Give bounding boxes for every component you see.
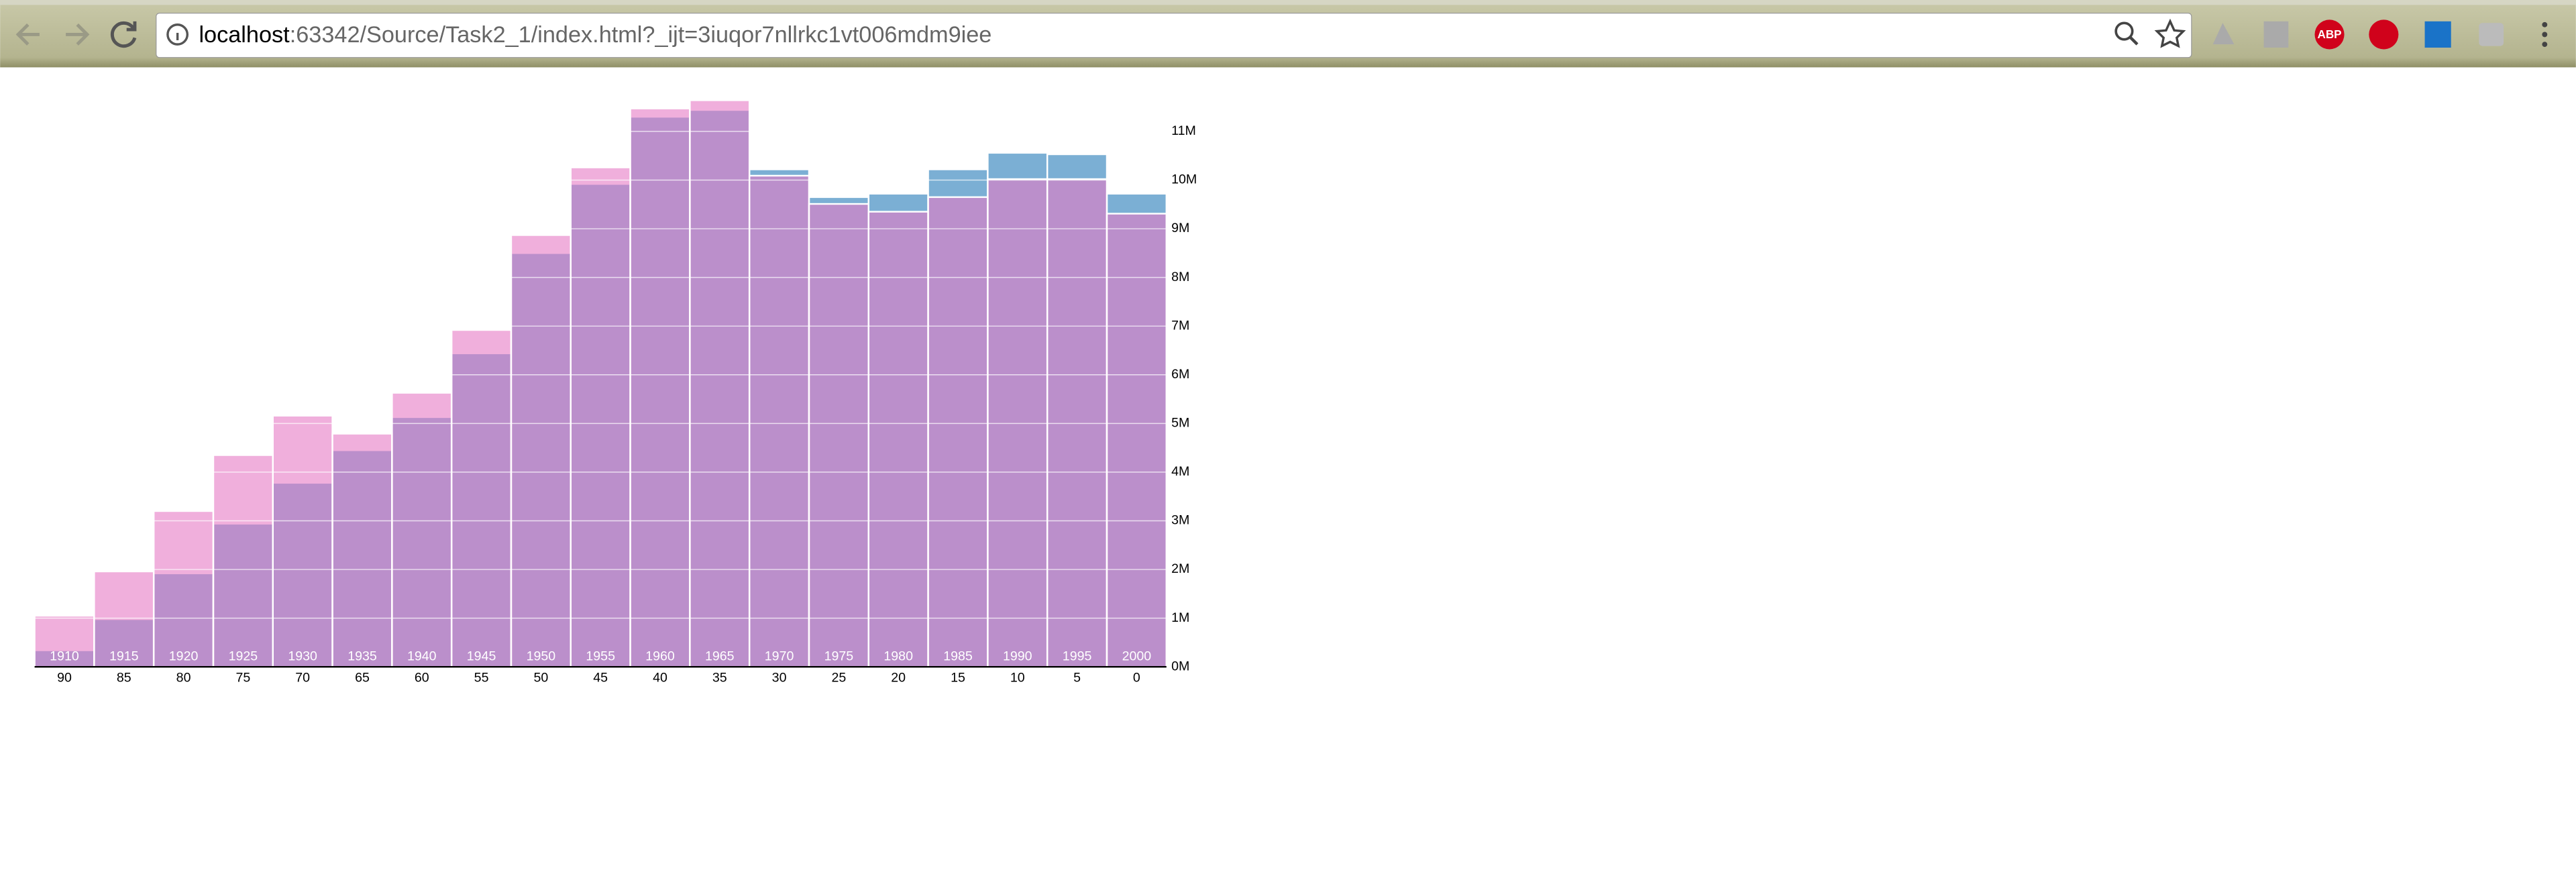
chart: 0M 1M 2M 3M 4M 5M 6M 7M 8M 9M 10M 11M 1910 90 1915 85 19… bbox=[34, 99, 1197, 685]
block-extension[interactable] bbox=[2369, 19, 2399, 50]
info-icon[interactable] bbox=[166, 23, 189, 46]
age-label: 85 bbox=[117, 671, 131, 685]
y-tick-label: 11M bbox=[1171, 123, 1196, 138]
bar bbox=[1106, 213, 1168, 668]
year-label: 1930 bbox=[288, 649, 317, 664]
tab-strip bbox=[0, 0, 2576, 5]
pdf-extension[interactable] bbox=[2263, 21, 2289, 48]
bar bbox=[331, 433, 393, 668]
age-label: 30 bbox=[772, 671, 787, 685]
age-label: 15 bbox=[951, 671, 965, 685]
bar bbox=[272, 415, 333, 668]
age-label: 5 bbox=[1073, 671, 1081, 685]
age-label: 25 bbox=[831, 671, 846, 685]
y-tick-label: 3M bbox=[1171, 513, 1189, 528]
age-label: 50 bbox=[533, 671, 548, 685]
y-tick-label: 2M bbox=[1171, 561, 1189, 576]
zoom-icon-handle bbox=[2129, 36, 2139, 46]
zoom-icon[interactable] bbox=[2114, 21, 2134, 41]
bar bbox=[93, 570, 155, 668]
y-tick-label: 6M bbox=[1171, 367, 1189, 382]
back-button[interactable] bbox=[15, 23, 40, 46]
y-tick-label: 5M bbox=[1171, 416, 1189, 431]
year-label: 1985 bbox=[943, 649, 973, 664]
y-tick-label: 8M bbox=[1171, 270, 1189, 284]
reload-button[interactable] bbox=[110, 21, 137, 48]
bar bbox=[748, 174, 810, 668]
age-label: 35 bbox=[712, 671, 727, 685]
blue-extension[interactable] bbox=[2424, 21, 2451, 48]
y-tick-label: 7M bbox=[1171, 318, 1189, 333]
menu-button[interactable] bbox=[2542, 21, 2548, 48]
year-label: 1950 bbox=[527, 649, 556, 664]
year-label: 1990 bbox=[1003, 649, 1032, 664]
abp-extension[interactable] bbox=[2314, 19, 2345, 50]
bookmark-star[interactable] bbox=[2154, 18, 2186, 48]
bar bbox=[629, 107, 691, 668]
bar bbox=[689, 99, 751, 668]
y-tick-label: 9M bbox=[1171, 221, 1189, 235]
year-label: 1965 bbox=[705, 649, 735, 664]
year-label: 1995 bbox=[1063, 649, 1092, 664]
address-bar[interactable] bbox=[156, 12, 2192, 58]
age-label: 60 bbox=[415, 671, 429, 685]
year-label: 1915 bbox=[109, 649, 139, 664]
browser-toolbar: localhost:63342/Source/Task2_1/index.htm… bbox=[0, 0, 2576, 68]
age-label: 0 bbox=[1133, 671, 1140, 685]
y-tick-label: 0M bbox=[1171, 659, 1189, 673]
year-label: 1945 bbox=[467, 649, 496, 664]
bar bbox=[510, 234, 572, 668]
bar bbox=[34, 614, 95, 668]
year-label: 1925 bbox=[229, 649, 258, 664]
year-label: 1970 bbox=[765, 649, 794, 664]
year-label: 1910 bbox=[50, 649, 79, 664]
bar bbox=[450, 329, 513, 668]
age-label: 70 bbox=[295, 671, 310, 685]
year-label: 1935 bbox=[347, 649, 377, 664]
url-text: localhost:63342/Source/Task2_1/index.htm… bbox=[199, 22, 991, 48]
bar bbox=[808, 203, 870, 668]
url-path: :63342/Source/Task2_1/index.html?_ijt=3i… bbox=[290, 22, 992, 48]
age-label: 40 bbox=[653, 671, 667, 685]
url-host: localhost bbox=[199, 22, 290, 48]
bar bbox=[152, 510, 215, 668]
y-tick-label: 1M bbox=[1171, 610, 1189, 625]
grey-extension[interactable] bbox=[2479, 23, 2504, 46]
bar bbox=[927, 196, 989, 668]
bar bbox=[212, 454, 274, 668]
y-tick-label: 10M bbox=[1171, 172, 1197, 187]
age-label: 90 bbox=[57, 671, 72, 685]
bar bbox=[867, 211, 929, 668]
bar bbox=[570, 166, 631, 668]
forward-button[interactable] bbox=[66, 23, 90, 46]
y-tick-label: 4M bbox=[1171, 464, 1189, 479]
abp-label: ABP bbox=[2317, 27, 2341, 41]
year-label: 1975 bbox=[824, 649, 854, 664]
age-label: 65 bbox=[355, 671, 370, 685]
year-label: 1955 bbox=[586, 649, 615, 664]
year-label: 2000 bbox=[1122, 649, 1152, 664]
age-label: 10 bbox=[1010, 671, 1025, 685]
age-label: 75 bbox=[235, 671, 250, 685]
year-label: 1980 bbox=[883, 649, 913, 664]
year-label: 1960 bbox=[645, 649, 675, 664]
bar bbox=[391, 392, 453, 668]
year-label: 1940 bbox=[407, 649, 437, 664]
age-label: 45 bbox=[593, 671, 608, 685]
age-label: 80 bbox=[176, 671, 191, 685]
age-label: 55 bbox=[474, 671, 489, 685]
year-label: 1920 bbox=[169, 649, 199, 664]
age-label: 20 bbox=[891, 671, 906, 685]
drive-extension[interactable] bbox=[2212, 23, 2235, 45]
